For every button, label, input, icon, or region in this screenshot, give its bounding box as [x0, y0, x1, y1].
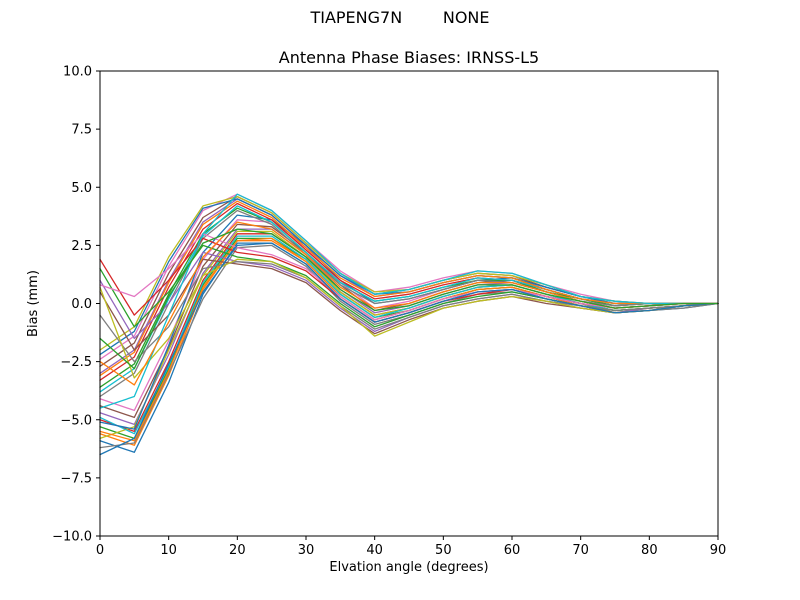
- y-tick-label: 2.5: [71, 239, 92, 254]
- series-line: [99, 242, 719, 453]
- series-line: [99, 233, 719, 433]
- y-tick-label: 5.0: [71, 181, 92, 196]
- y-tick-label: 7.5: [71, 123, 92, 138]
- series-line: [99, 260, 719, 363]
- x-tick-label: 30: [298, 543, 315, 558]
- x-tick-label: 0: [96, 543, 104, 558]
- series-line: [99, 235, 719, 435]
- y-tick-label: −10.0: [52, 530, 92, 545]
- chart-title: Antenna Phase Biases: IRNSS-L5: [278, 48, 540, 67]
- y-tick-label: 10.0: [63, 65, 92, 80]
- series-line: [99, 230, 719, 440]
- y-tick-label: −2.5: [60, 355, 92, 370]
- y-tick-label: −7.5: [60, 471, 92, 486]
- series-line: [99, 193, 719, 409]
- series-line: [99, 240, 719, 446]
- figure-suptitle: TIAPENG7N NONE: [310, 8, 490, 27]
- series-line: [99, 228, 719, 370]
- x-tick-label: 90: [710, 543, 727, 558]
- series-line: [99, 200, 719, 377]
- x-axis-label: Elvation angle (degrees): [329, 560, 489, 575]
- y-tick-label: −5.0: [60, 413, 92, 428]
- x-tick-label: 70: [572, 543, 589, 558]
- x-tick-label: 60: [504, 543, 521, 558]
- y-tick-label: 0.0: [71, 297, 92, 312]
- x-tick-label: 20: [229, 543, 246, 558]
- series-line: [99, 195, 719, 351]
- series-line: [99, 242, 719, 456]
- x-tick-label: 50: [435, 543, 452, 558]
- x-tick-label: 40: [366, 543, 383, 558]
- x-tick-label: 10: [160, 543, 177, 558]
- x-tick-label: 80: [641, 543, 658, 558]
